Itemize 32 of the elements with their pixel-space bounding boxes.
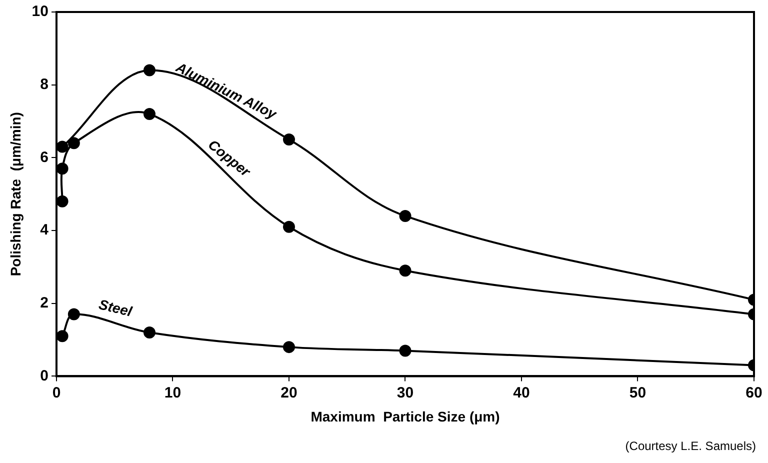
point — [56, 195, 68, 208]
point — [68, 308, 80, 320]
y-tick-label: 2 — [40, 294, 48, 312]
point — [282, 220, 295, 233]
x-tick-label: 50 — [629, 384, 646, 402]
point — [56, 162, 68, 175]
point — [399, 210, 412, 222]
y-tick-label: 4 — [40, 222, 50, 239]
x-tick-label: 0 — [52, 384, 61, 402]
point — [68, 137, 80, 150]
x-tick-label: 20 — [280, 384, 298, 402]
point — [143, 64, 156, 76]
x-tick-label: 40 — [513, 384, 530, 402]
text: Steel — [97, 296, 135, 320]
text: (Courtesy L.E. Samuels) — [625, 439, 756, 453]
point — [56, 140, 68, 153]
y-axis-title: Polishing Rate (μm/min) — [7, 112, 24, 276]
x-axis-title: Maximum Particle Size (μm) — [310, 408, 500, 424]
point — [399, 264, 412, 277]
y-tick-label: 8 — [40, 76, 48, 93]
point — [56, 330, 68, 342]
point — [282, 133, 295, 146]
y-tick-label: 0 — [40, 367, 48, 384]
x-tick-label: 10 — [164, 384, 182, 402]
x-tick-label: 60 — [746, 384, 762, 402]
point — [399, 344, 412, 357]
x-tick-label: 30 — [396, 384, 414, 402]
point — [143, 326, 156, 338]
point — [282, 341, 295, 354]
y-tick-label: 10 — [32, 3, 48, 20]
y-tick-label: 6 — [40, 148, 48, 166]
point — [143, 108, 156, 120]
